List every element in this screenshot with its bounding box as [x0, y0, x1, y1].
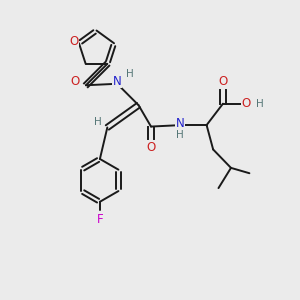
Text: H: H	[126, 69, 134, 79]
Text: O: O	[70, 75, 79, 88]
Text: O: O	[218, 76, 228, 88]
Text: O: O	[69, 35, 78, 48]
Text: H: H	[256, 99, 264, 109]
Text: H: H	[176, 130, 184, 140]
Text: F: F	[97, 212, 103, 226]
Text: N: N	[113, 75, 122, 88]
Text: O: O	[241, 97, 250, 110]
Text: O: O	[146, 141, 156, 154]
Text: H: H	[94, 117, 102, 127]
Text: N: N	[176, 117, 184, 130]
